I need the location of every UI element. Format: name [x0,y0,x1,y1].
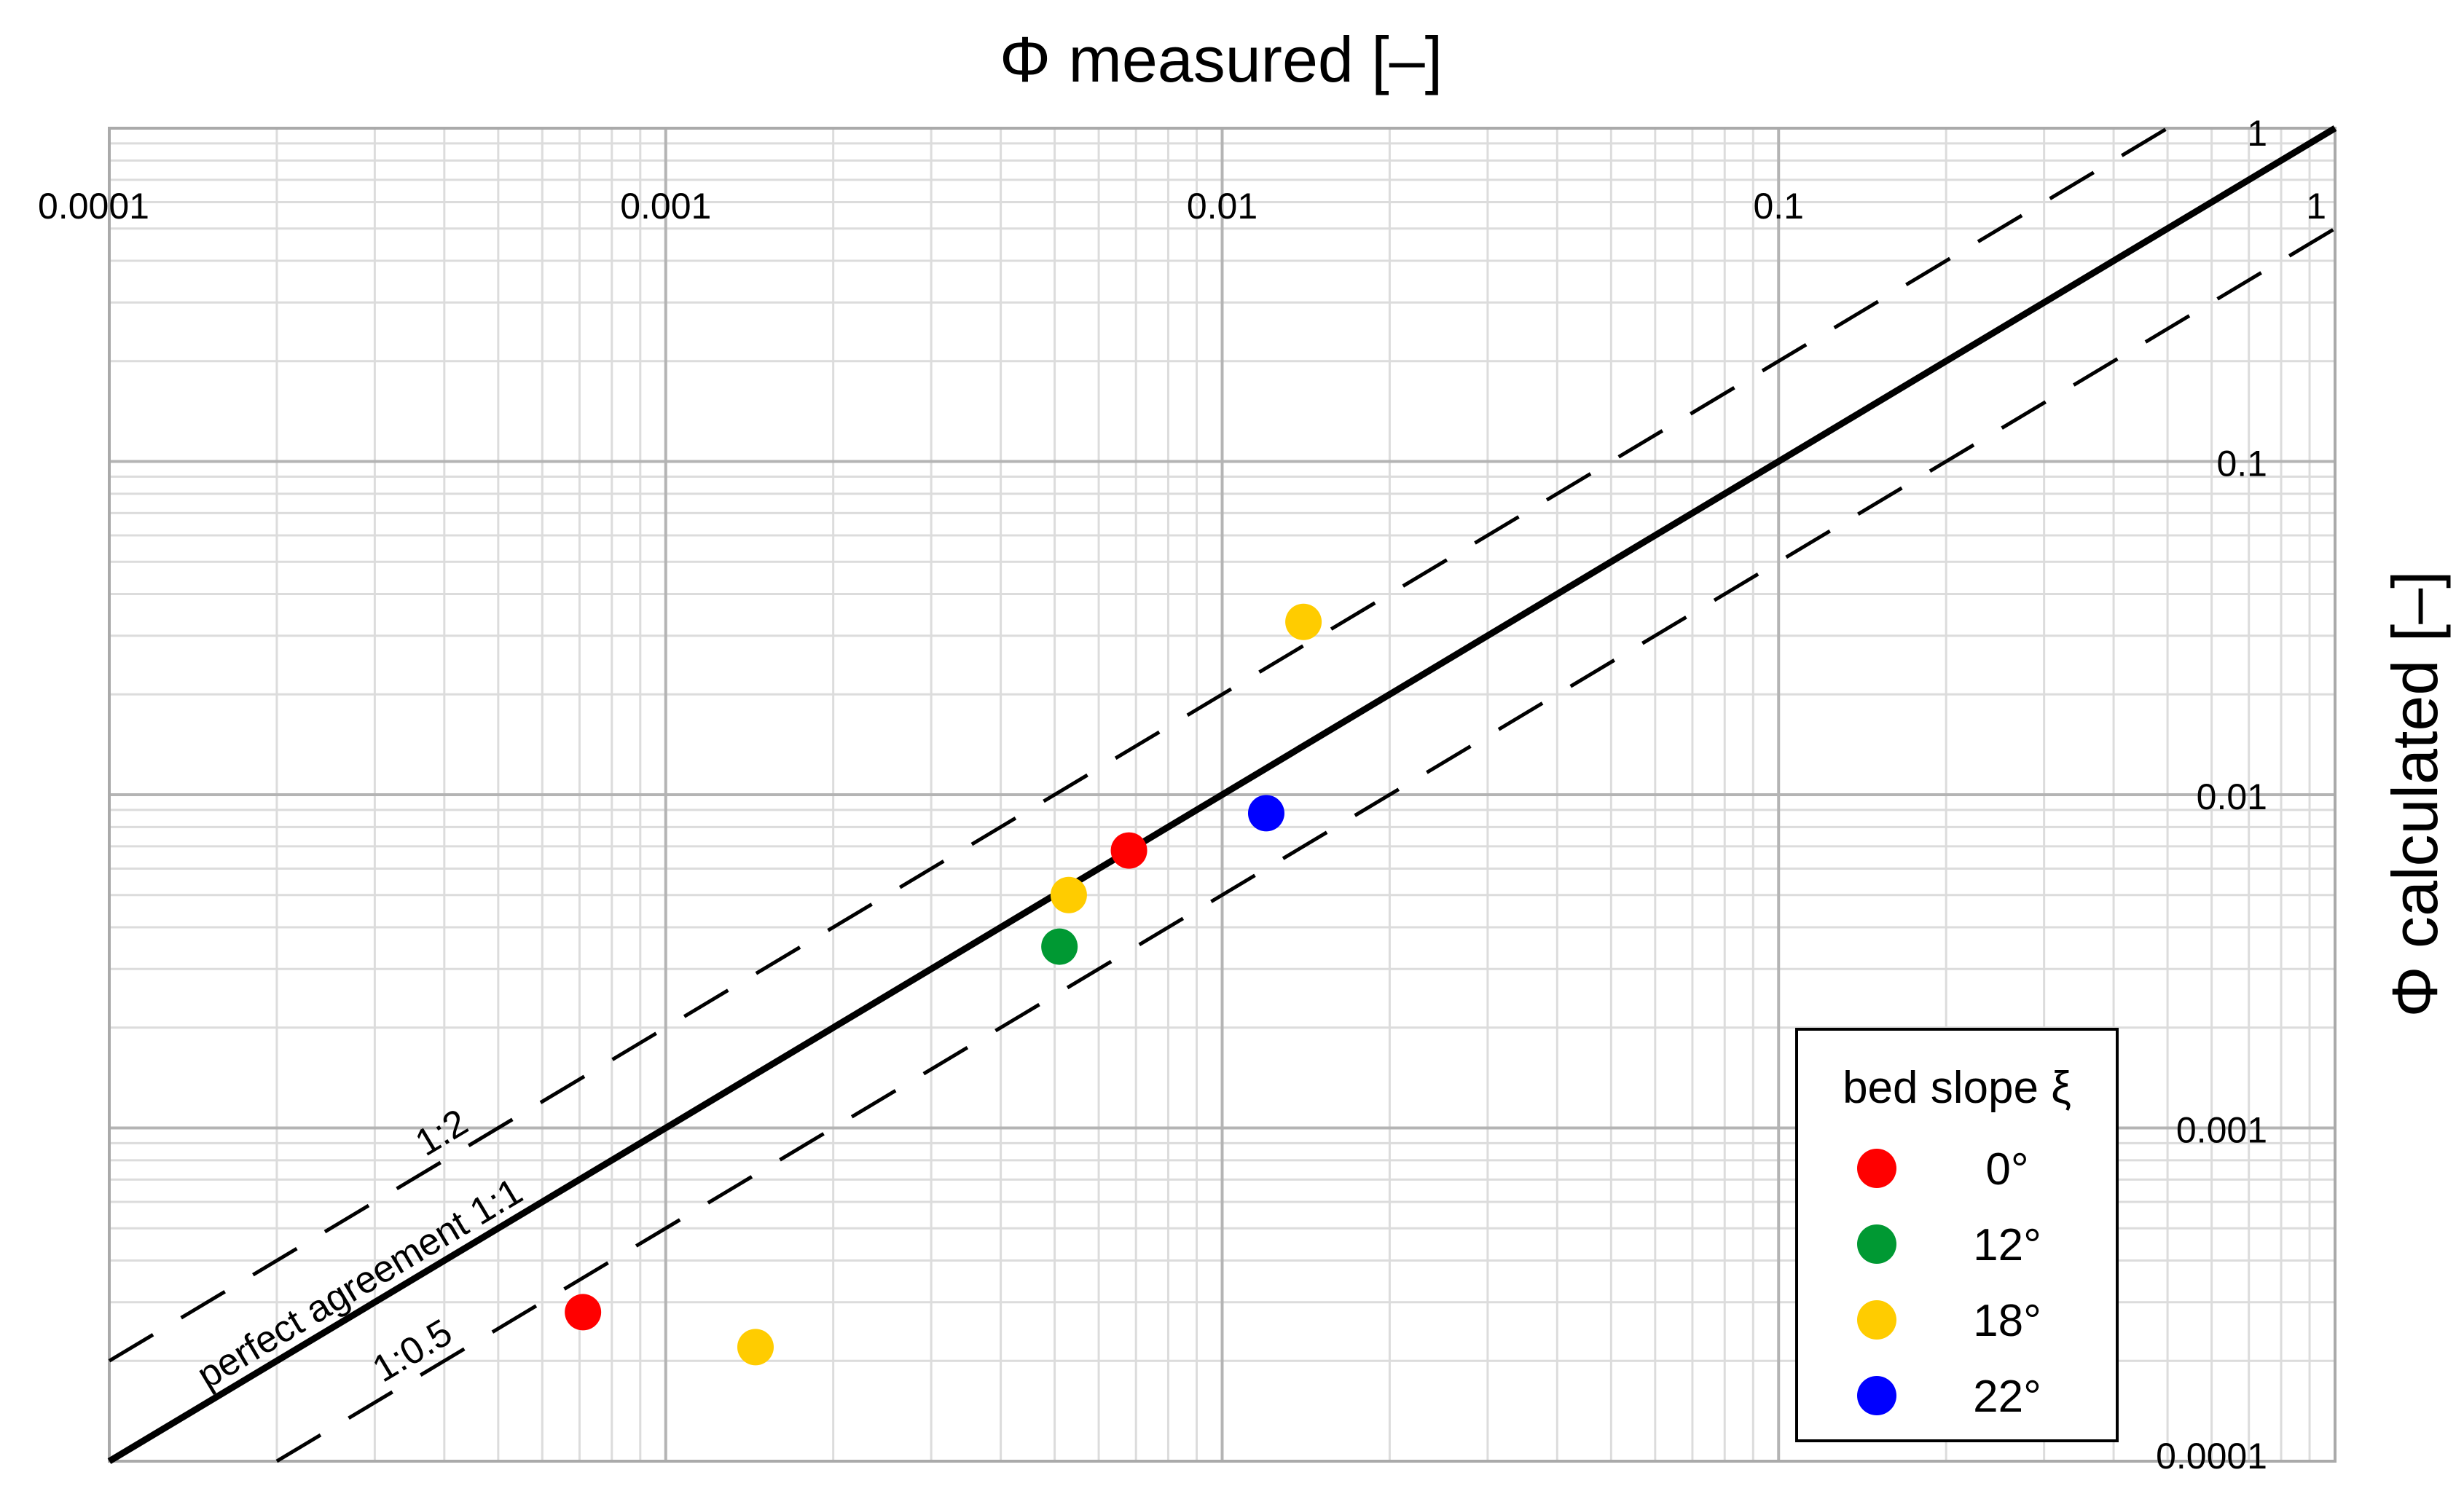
x-tick-label: 1 [2306,186,2326,227]
legend-label: 12° [1973,1220,2041,1270]
data-point [1110,832,1147,869]
legend-marker [1857,1376,1896,1415]
y-axis-title: Φ calculated [–] [2379,570,2451,1017]
data-point [1041,928,1078,965]
legend-marker [1857,1224,1896,1264]
x-tick-label: 0.001 [620,186,711,227]
reference-line [275,227,2337,1463]
reference-line [107,125,2337,1464]
y-tick-label: 0.1 [2216,444,2267,484]
legend-label: 22° [1973,1372,2041,1422]
x-tick-label: 0.1 [1753,186,1804,227]
y-tick-label: 1 [2247,113,2267,154]
data-point [737,1329,774,1366]
legend: bed slope ξ 0° 12° 18° 22° [1795,1028,2119,1442]
y-tick-label: 0.0001 [2156,1436,2267,1476]
legend-label: 0° [1985,1144,2028,1195]
x-tick-label: 0.0001 [38,186,149,227]
legend-marker [1857,1149,1896,1188]
data-points [565,603,1322,1366]
x-tick-labels: 0.0001 0.001 0.01 0.1 1 [38,186,2326,227]
plot-frame [108,127,2337,1463]
y-tick-label: 0.01 [2197,776,2267,817]
data-point [565,1294,602,1331]
reference-line [108,126,2169,1363]
y-tick-labels: 0.0001 0.001 0.01 0.1 1 [2156,113,2267,1476]
legend-marker [1857,1300,1896,1340]
data-point [1247,795,1284,832]
legend-label: 18° [1973,1296,2041,1346]
data-point [1285,603,1322,640]
legend-title: bed slope ξ [1843,1063,2071,1113]
reference-lines [107,125,2337,1464]
y-tick-label: 0.001 [2176,1110,2267,1151]
x-tick-label: 0.01 [1187,186,1257,227]
x-axis-title: Φ measured [–] [1000,23,1443,95]
legend-box [1795,1028,2119,1442]
data-point [1050,876,1087,913]
